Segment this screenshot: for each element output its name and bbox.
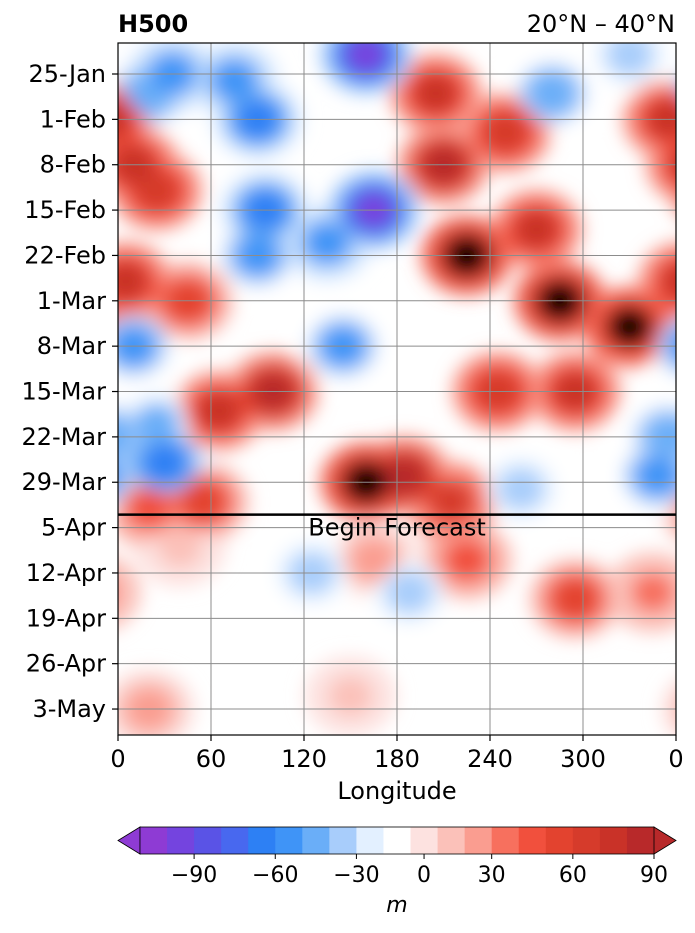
x-axis: 0 60 120 180 240 300 0 xyxy=(110,735,683,773)
colorbar-tick-label: 60 xyxy=(559,863,587,888)
colorbar-tick-label: −90 xyxy=(171,863,217,888)
y-tick-label: 15-Feb xyxy=(24,196,106,224)
anomaly-blob xyxy=(143,443,187,483)
y-tick-label: 15-Mar xyxy=(22,378,107,406)
x-tick-label: 60 xyxy=(196,745,227,773)
colorbar-swatch xyxy=(248,827,276,854)
y-tick-label: 1-Mar xyxy=(37,287,106,315)
anomaly-blob xyxy=(383,456,427,496)
colorbar-tick-label: 30 xyxy=(478,863,506,888)
anomaly-blob xyxy=(127,488,171,528)
colorbar-swatch xyxy=(438,827,466,854)
anomaly-blob xyxy=(197,391,241,431)
x-tick-label: 300 xyxy=(560,745,606,773)
x-tick-label: 240 xyxy=(467,745,513,773)
colorbar-tick-label: −60 xyxy=(252,863,298,888)
colorbar-swatch xyxy=(356,827,384,854)
anomaly-blob xyxy=(104,261,148,301)
colorbar-tick-label: −30 xyxy=(333,863,379,888)
colorbar-swatch xyxy=(329,827,357,854)
colorbar-extend-high xyxy=(654,827,676,854)
anomaly-blob xyxy=(499,469,543,509)
anomaly-blob xyxy=(158,527,202,567)
anomaly-blob-wrap xyxy=(681,161,695,221)
anomaly-blob-wrap xyxy=(689,433,695,493)
colorbar-swatch xyxy=(411,827,439,854)
anomaly-blob xyxy=(530,73,574,113)
anomaly-blob xyxy=(305,222,349,262)
anomaly-blob xyxy=(635,456,679,496)
colorbar-swatch xyxy=(221,827,249,854)
colorbar xyxy=(118,827,676,854)
y-axis: 25-Jan 1-Feb 8-Feb 15-Feb 22-Feb 1-Mar 8-Mar 15… xyxy=(22,60,118,723)
colorbar-swatch xyxy=(492,827,520,854)
anomaly-blob xyxy=(445,540,489,580)
colorbar-swatch xyxy=(275,827,303,854)
y-tick-label: 22-Mar xyxy=(22,423,107,451)
colorbar-swatch xyxy=(194,827,222,854)
anomaly-blob-wrap xyxy=(685,488,695,528)
anomaly-blob xyxy=(553,579,597,619)
colorbar-swatch xyxy=(627,827,655,854)
colorbar-ticks: −90 −60 −30 0 30 60 90 xyxy=(171,854,668,888)
colorbar-tick-label: 90 xyxy=(640,863,668,888)
y-tick-label: 1-Feb xyxy=(40,105,106,133)
anomaly-blob xyxy=(387,572,431,612)
anomaly-blob xyxy=(329,676,373,716)
colorbar-swatch xyxy=(465,827,493,854)
anomaly-blob xyxy=(608,307,652,347)
x-tick-label: 0 xyxy=(668,745,683,773)
y-tick-label: 8-Feb xyxy=(40,151,106,179)
anomaly-blob-wrap xyxy=(681,394,695,454)
colorbar-swatch xyxy=(519,827,547,854)
anomaly-blob xyxy=(344,35,388,75)
forecast-label: Begin Forecast xyxy=(308,514,486,542)
anomaly-blob xyxy=(515,210,559,250)
anomaly-blob-wrap xyxy=(684,34,695,114)
anomaly-blob-wrap xyxy=(685,73,695,113)
colorbar-swatch xyxy=(302,827,330,854)
colorbar-label: m xyxy=(386,893,407,918)
anomaly-blob xyxy=(631,572,675,612)
anomaly-blob xyxy=(608,35,652,75)
x-tick-label: 180 xyxy=(374,745,420,773)
y-tick-label: 8-Mar xyxy=(37,332,106,360)
y-tick-label: 22-Feb xyxy=(24,241,106,269)
anomaly-blob xyxy=(212,60,256,100)
anomaly-blob xyxy=(135,404,179,444)
anomaly-blob xyxy=(352,540,396,580)
y-tick-label: 3-May xyxy=(32,695,106,723)
colorbar-tick-label: 0 xyxy=(417,863,431,888)
x-tick-label: 120 xyxy=(281,745,327,773)
colorbar-swatch xyxy=(546,827,574,854)
x-tick-label: 0 xyxy=(110,745,125,773)
colorbar-swatch xyxy=(383,827,411,854)
colorbar-extend-low xyxy=(118,827,140,854)
colorbar-swatch xyxy=(167,827,195,854)
heatmap-field xyxy=(26,15,695,749)
chart-title-left: H500 xyxy=(118,10,188,38)
colorbar-swatch xyxy=(573,827,601,854)
y-tick-label: 19-Apr xyxy=(26,604,106,632)
y-tick-label: 12-Apr xyxy=(26,559,106,587)
anomaly-blob-wrap xyxy=(685,689,695,729)
anomaly-blob xyxy=(414,73,458,113)
y-tick-label: 26-Apr xyxy=(26,650,106,678)
colorbar-swatch xyxy=(600,827,628,854)
x-axis-label: Longitude xyxy=(337,777,456,805)
y-tick-label: 29-Mar xyxy=(22,468,107,496)
colorbar-swatch xyxy=(140,827,168,854)
anomaly-blob-wrap xyxy=(677,423,695,503)
chart-title-right: 20°N – 40°N xyxy=(527,10,675,38)
y-tick-label: 5-Apr xyxy=(41,514,106,542)
y-tick-label: 25-Jan xyxy=(28,60,106,88)
